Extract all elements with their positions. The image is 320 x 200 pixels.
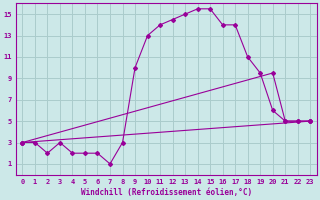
X-axis label: Windchill (Refroidissement éolien,°C): Windchill (Refroidissement éolien,°C): [81, 188, 252, 197]
